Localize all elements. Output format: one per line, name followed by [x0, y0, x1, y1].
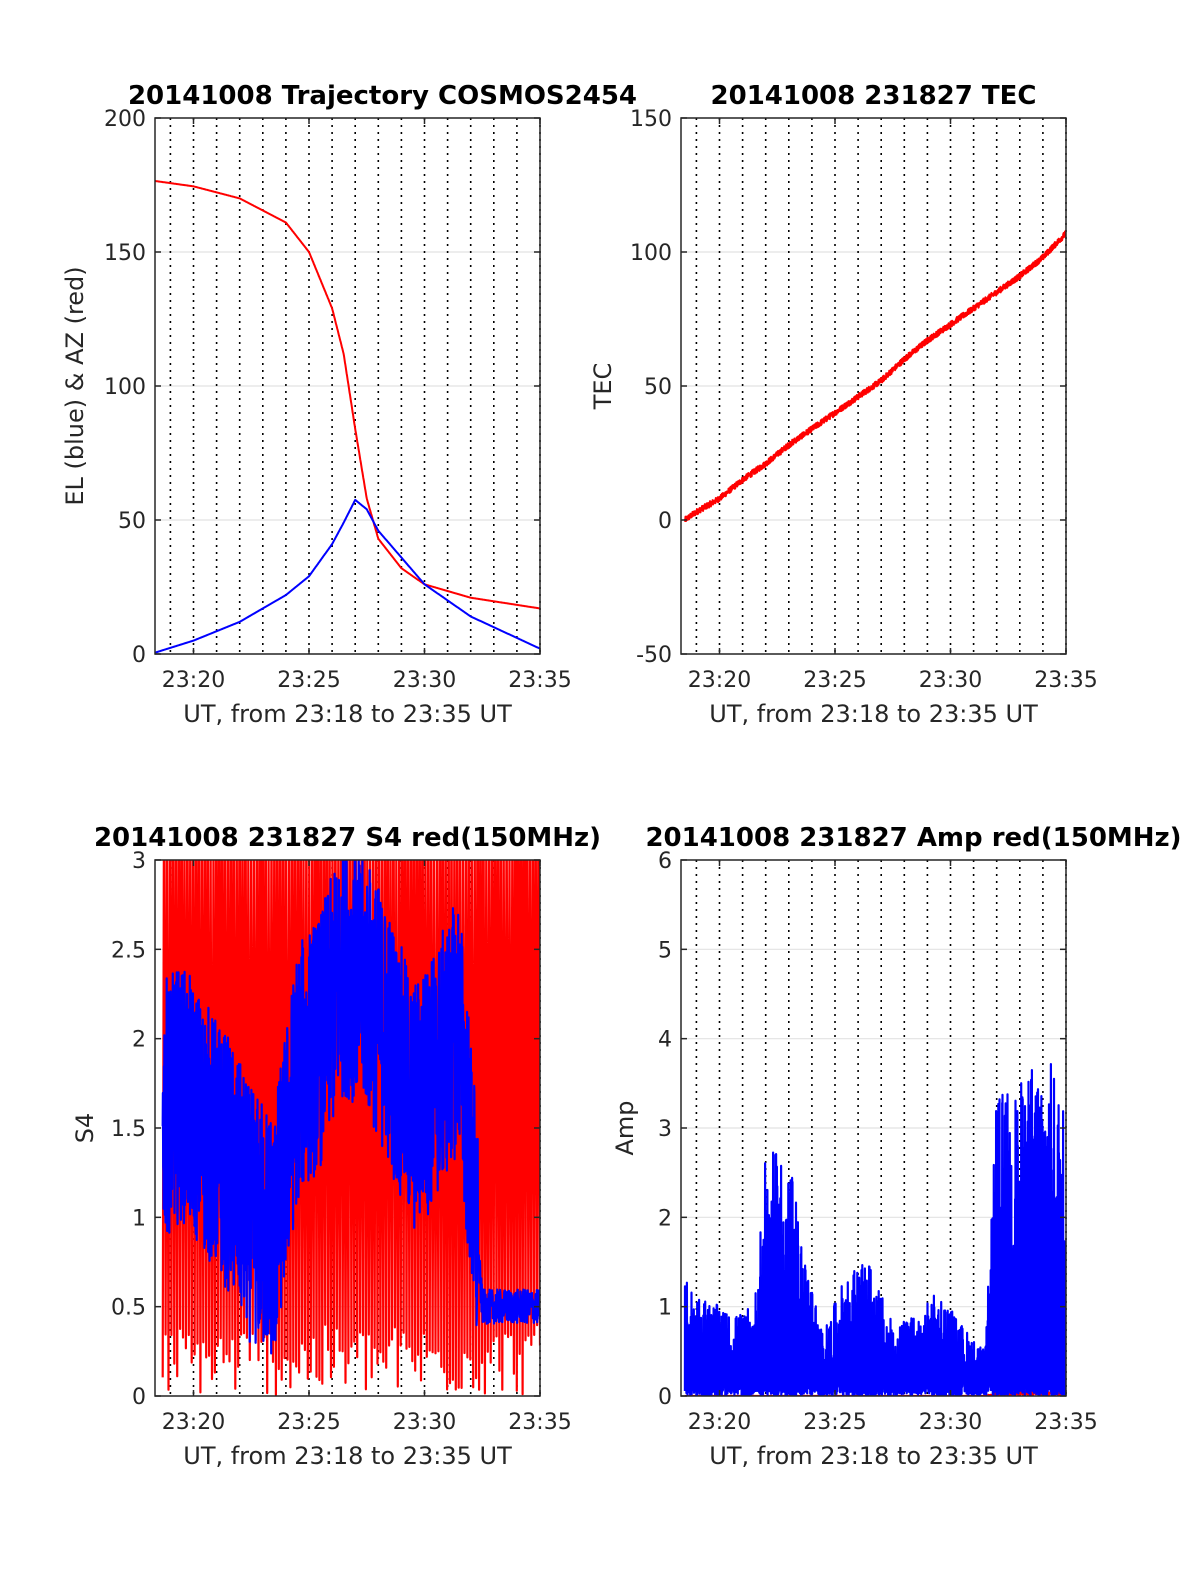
x-tick-label: 23:20 — [162, 668, 225, 693]
y-tick-label: -50 — [636, 643, 672, 668]
x-tick-label: 23:20 — [162, 1410, 225, 1435]
x-tick-label: 23:30 — [919, 1410, 982, 1435]
x-axis-label: UT, from 23:18 to 23:35 UT — [183, 1442, 512, 1470]
y-tick-label: 100 — [104, 375, 146, 400]
y-tick-label: 200 — [104, 107, 146, 132]
x-axis-label: UT, from 23:18 to 23:35 UT — [183, 700, 512, 728]
x-tick-label: 23:25 — [277, 668, 340, 693]
y-tick-label: 1.5 — [111, 1117, 146, 1142]
y-tick-label: 0 — [132, 643, 146, 668]
y-tick-label: 150 — [104, 241, 146, 266]
y-axis-label: S4 — [71, 1113, 99, 1144]
x-tick-label: 23:30 — [919, 668, 982, 693]
y-tick-label: 100 — [630, 241, 672, 266]
series-line-2 — [161, 860, 540, 1355]
chart-title: 20141008 231827 Amp red(150MHz) — [645, 823, 1181, 853]
chart-panel-3: 0 0.5 1 1.5 2 2.5 3 23:20 23:25 23:30 23:35 2014100… — [71, 823, 601, 1470]
chart-title: 20141008 Trajectory COSMOS2454 — [128, 81, 637, 111]
y-tick-label: 3 — [132, 849, 146, 874]
x-tick-label: 23:30 — [393, 1410, 456, 1435]
x-tick-label: 23:35 — [508, 668, 571, 693]
x-tick-label: 23:20 — [688, 1410, 751, 1435]
series-group — [155, 180, 540, 654]
y-tick-label: 0 — [658, 1385, 672, 1410]
series-line-1 — [161, 860, 540, 1396]
x-tick-label: 23:35 — [1034, 1410, 1097, 1435]
y-axis-label: TEC — [589, 363, 617, 411]
y-tick-label: 0 — [658, 509, 672, 534]
x-tick-label: 23:35 — [1034, 668, 1097, 693]
x-tick-label: 23:25 — [803, 668, 866, 693]
y-tick-label: 1 — [658, 1296, 672, 1321]
x-tick-label: 23:35 — [508, 1410, 571, 1435]
x-tick-label: 23:30 — [393, 668, 456, 693]
x-tick-label: 23:25 — [803, 1410, 866, 1435]
chart-title: 20141008 231827 S4 red(150MHz) — [94, 823, 601, 853]
chart-title: 20141008 231827 TEC — [711, 81, 1037, 111]
y-tick-label: 4 — [658, 1028, 672, 1053]
chart-panel-1: 0 50 100 150 200 23:20 23:25 23:30 23:35 20141008… — [61, 81, 637, 728]
y-tick-label: 5 — [658, 938, 672, 963]
y-axis-label: Amp — [611, 1100, 639, 1155]
x-axis-label: UT, from 23:18 to 23:35 UT — [709, 700, 1038, 728]
y-tick-label: 3 — [658, 1117, 672, 1142]
chart-panel-4: 0 1 2 3 4 5 6 23:20 23:25 23:30 23:35 20141008 2318… — [611, 823, 1182, 1470]
y-tick-label: 0.5 — [111, 1296, 146, 1321]
series-line-1 — [155, 180, 540, 610]
y-tick-label: 50 — [118, 509, 146, 534]
y-tick-label: 50 — [644, 375, 672, 400]
x-axis-label: UT, from 23:18 to 23:35 UT — [709, 1442, 1038, 1470]
y-tick-label: 6 — [658, 849, 672, 874]
series-line-2 — [155, 498, 540, 654]
y-tick-label: 0 — [132, 1385, 146, 1410]
series-group — [683, 229, 1066, 522]
y-tick-label: 150 — [630, 107, 672, 132]
series-line-1 — [683, 229, 1066, 522]
y-tick-label: 2.5 — [111, 938, 146, 963]
x-tick-label: 23:25 — [277, 1410, 340, 1435]
x-tick-label: 23:20 — [688, 668, 751, 693]
y-tick-label: 2 — [132, 1028, 146, 1053]
series-group — [161, 860, 540, 1396]
y-tick-label: 2 — [658, 1206, 672, 1231]
chart-panel-2: -50 0 50 100 150 23:20 23:25 23:30 23:35 20141008… — [589, 81, 1098, 728]
y-tick-label: 1 — [132, 1206, 146, 1231]
y-axis-label: EL (blue) & AZ (red) — [61, 266, 89, 505]
